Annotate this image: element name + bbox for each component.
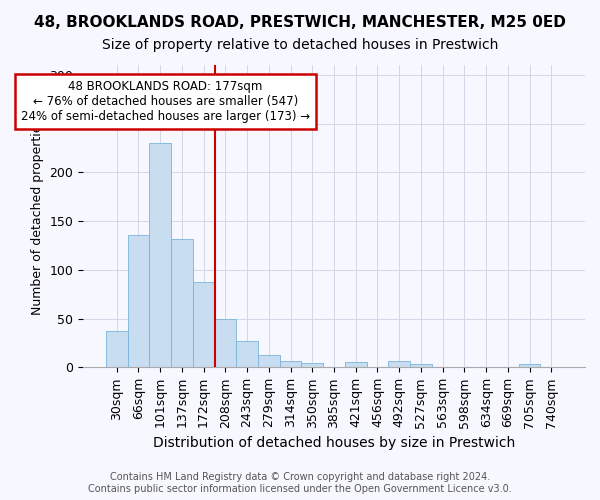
- Text: 48, BROOKLANDS ROAD, PRESTWICH, MANCHESTER, M25 0ED: 48, BROOKLANDS ROAD, PRESTWICH, MANCHEST…: [34, 15, 566, 30]
- Bar: [519, 364, 541, 368]
- Bar: [410, 364, 432, 368]
- Bar: [388, 362, 410, 368]
- Bar: [149, 143, 171, 368]
- Bar: [215, 318, 236, 368]
- Bar: [280, 362, 301, 368]
- Text: Contains HM Land Registry data © Crown copyright and database right 2024.
Contai: Contains HM Land Registry data © Crown c…: [88, 472, 512, 494]
- Bar: [301, 364, 323, 368]
- Y-axis label: Number of detached properties: Number of detached properties: [31, 118, 44, 314]
- Bar: [258, 354, 280, 368]
- Bar: [345, 362, 367, 368]
- Bar: [236, 341, 258, 367]
- Bar: [128, 234, 149, 368]
- Bar: [106, 331, 128, 368]
- Text: 48 BROOKLANDS ROAD: 177sqm
← 76% of detached houses are smaller (547)
24% of sem: 48 BROOKLANDS ROAD: 177sqm ← 76% of deta…: [21, 80, 310, 122]
- X-axis label: Distribution of detached houses by size in Prestwich: Distribution of detached houses by size …: [153, 436, 515, 450]
- Bar: [193, 282, 215, 368]
- Bar: [171, 238, 193, 368]
- Text: Size of property relative to detached houses in Prestwich: Size of property relative to detached ho…: [102, 38, 498, 52]
